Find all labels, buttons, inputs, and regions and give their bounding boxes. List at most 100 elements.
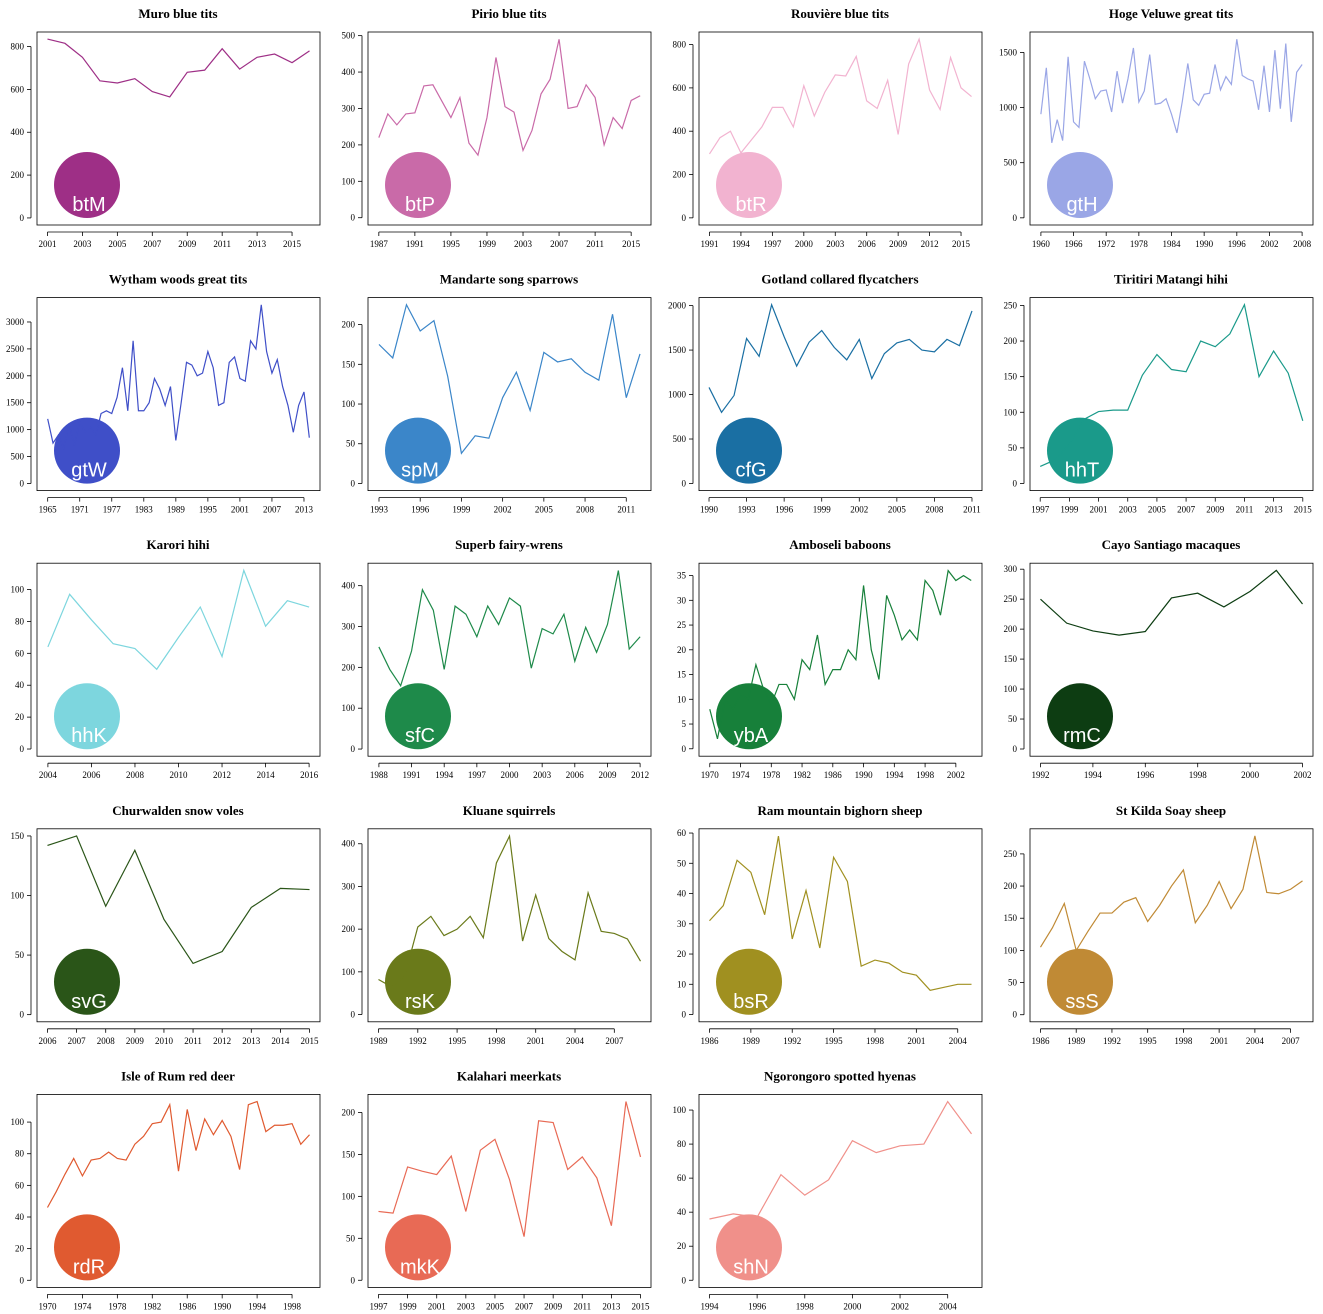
x-tick-label: 2011	[213, 239, 231, 249]
x-tick-label: 2015	[622, 239, 641, 249]
y-tick-label: 500	[673, 434, 687, 444]
chart-title: Mandarte song sparrows	[440, 272, 578, 287]
x-tick-label: 2008	[126, 770, 145, 780]
x-tick-label: 1993	[738, 505, 757, 515]
x-tick-label: 1965	[39, 505, 58, 515]
y-tick-label: 50	[1008, 978, 1018, 988]
x-tick-label: 1974	[732, 770, 751, 780]
x-tick-label: 1970	[701, 770, 720, 780]
x-tick-label: 2004	[39, 770, 58, 780]
y-tick-label: 15	[677, 670, 687, 680]
y-tick-label: 300	[342, 622, 356, 632]
badge-label: cfG	[735, 460, 766, 482]
x-tick-label: 2000	[1241, 770, 1260, 780]
x-tick-label: 1982	[793, 770, 811, 780]
x-tick-label: 2009	[889, 239, 908, 249]
y-tick-label: 200	[1004, 881, 1018, 891]
x-tick-label: 2010	[170, 770, 189, 780]
chart-title: Gotland collared flycatchers	[761, 272, 918, 287]
x-tick-label: 1997	[369, 1301, 388, 1311]
y-tick-label: 200	[342, 320, 356, 330]
y-tick-label: 100	[342, 967, 356, 977]
y-tick-label: 80	[677, 1139, 687, 1149]
x-tick-label: 2016	[300, 770, 319, 780]
badge-label: bsR	[733, 991, 769, 1013]
badge-label: gtW	[71, 460, 107, 482]
y-tick-label: 20	[677, 1241, 687, 1251]
y-tick-label: 0	[682, 478, 687, 488]
x-tick-label: 1999	[813, 505, 832, 515]
y-tick-label: 50	[346, 439, 356, 449]
y-tick-label: 400	[342, 581, 356, 591]
y-tick-label: 30	[677, 595, 687, 605]
x-tick-label: 2014	[257, 770, 276, 780]
panel: Kluane squirrels010020030040019891992199…	[342, 803, 652, 1046]
x-tick-label: 2001	[428, 1301, 446, 1311]
x-tick-label: 2008	[1293, 239, 1312, 249]
data-line	[709, 1102, 971, 1219]
x-tick-label: 2009	[126, 1036, 145, 1046]
x-tick-label: 1966	[1065, 239, 1084, 249]
y-tick-label: 400	[342, 839, 356, 849]
x-tick-label: 2001	[1090, 505, 1108, 515]
x-tick-label: 2001	[38, 239, 56, 249]
x-tick-label: 2002	[850, 505, 868, 515]
x-tick-label: 2009	[598, 770, 617, 780]
x-tick-label: 1993	[370, 505, 389, 515]
badge-label: rdR	[73, 1256, 105, 1278]
y-tick-label: 35	[677, 571, 687, 581]
x-tick-label: 1994	[1084, 770, 1103, 780]
y-tick-label: 1500	[668, 345, 687, 355]
y-tick-label: 250	[1004, 594, 1018, 604]
x-tick-label: 1995	[442, 239, 461, 249]
y-tick-label: 200	[342, 924, 356, 934]
x-tick-label: 2000	[501, 770, 520, 780]
x-tick-label: 1995	[199, 505, 218, 515]
x-tick-label: 1996	[411, 505, 430, 515]
panel: Karori hihi02040608010020042006200820102…	[11, 537, 321, 780]
x-tick-label: 1992	[783, 1036, 801, 1046]
y-tick-label: 600	[673, 83, 687, 93]
x-tick-label: 2003	[457, 1301, 476, 1311]
y-tick-label: 200	[673, 170, 687, 180]
x-tick-label: 2004	[566, 1036, 585, 1046]
x-tick-label: 1998	[916, 770, 935, 780]
panel: Ngorongoro spotted hyenas020406080100199…	[673, 1068, 983, 1311]
x-tick-label: 2000	[795, 239, 814, 249]
y-tick-label: 500	[342, 31, 356, 41]
y-tick-label: 5	[682, 719, 687, 729]
y-tick-label: 100	[673, 1105, 687, 1115]
chart-title: Ngorongoro spotted hyenas	[764, 1068, 916, 1083]
chart-title: Kalahari meerkats	[457, 1068, 561, 1083]
panel: Ram mountain bighorn sheep01020304050601…	[677, 803, 982, 1046]
badge-label: btP	[405, 194, 435, 216]
x-tick-label: 2009	[1206, 505, 1225, 515]
badge-label: spM	[401, 460, 439, 482]
x-tick-label: 2006	[566, 770, 585, 780]
panel: Kalahari meerkats05010015020019971999200…	[342, 1068, 652, 1311]
badge-label: ssS	[1065, 991, 1098, 1013]
x-tick-label: 1986	[700, 1036, 719, 1046]
x-tick-label: 1978	[762, 770, 781, 780]
badge-label: btR	[735, 194, 766, 216]
x-tick-label: 1999	[478, 239, 497, 249]
y-tick-label: 250	[1004, 300, 1018, 310]
x-tick-label: 2010	[155, 1036, 174, 1046]
x-tick-label: 1994	[248, 1301, 267, 1311]
chart-title: Superb fairy-wrens	[455, 537, 563, 552]
x-tick-label: 1998	[487, 1036, 506, 1046]
panel: St Kilda Soay sheep050100150200250198619…	[1004, 803, 1314, 1046]
x-tick-label: 1998	[1189, 770, 1208, 780]
y-tick-label: 40	[15, 680, 25, 690]
x-tick-label: 2007	[605, 1036, 624, 1046]
y-tick-label: 100	[11, 891, 25, 901]
y-tick-label: 200	[342, 662, 356, 672]
y-tick-label: 1500	[6, 398, 25, 408]
chart-title: Amboseli baboons	[789, 537, 891, 552]
y-tick-label: 100	[342, 399, 356, 409]
x-tick-label: 2001	[907, 1036, 925, 1046]
y-tick-label: 20	[15, 1244, 25, 1254]
y-tick-label: 100	[342, 176, 356, 186]
